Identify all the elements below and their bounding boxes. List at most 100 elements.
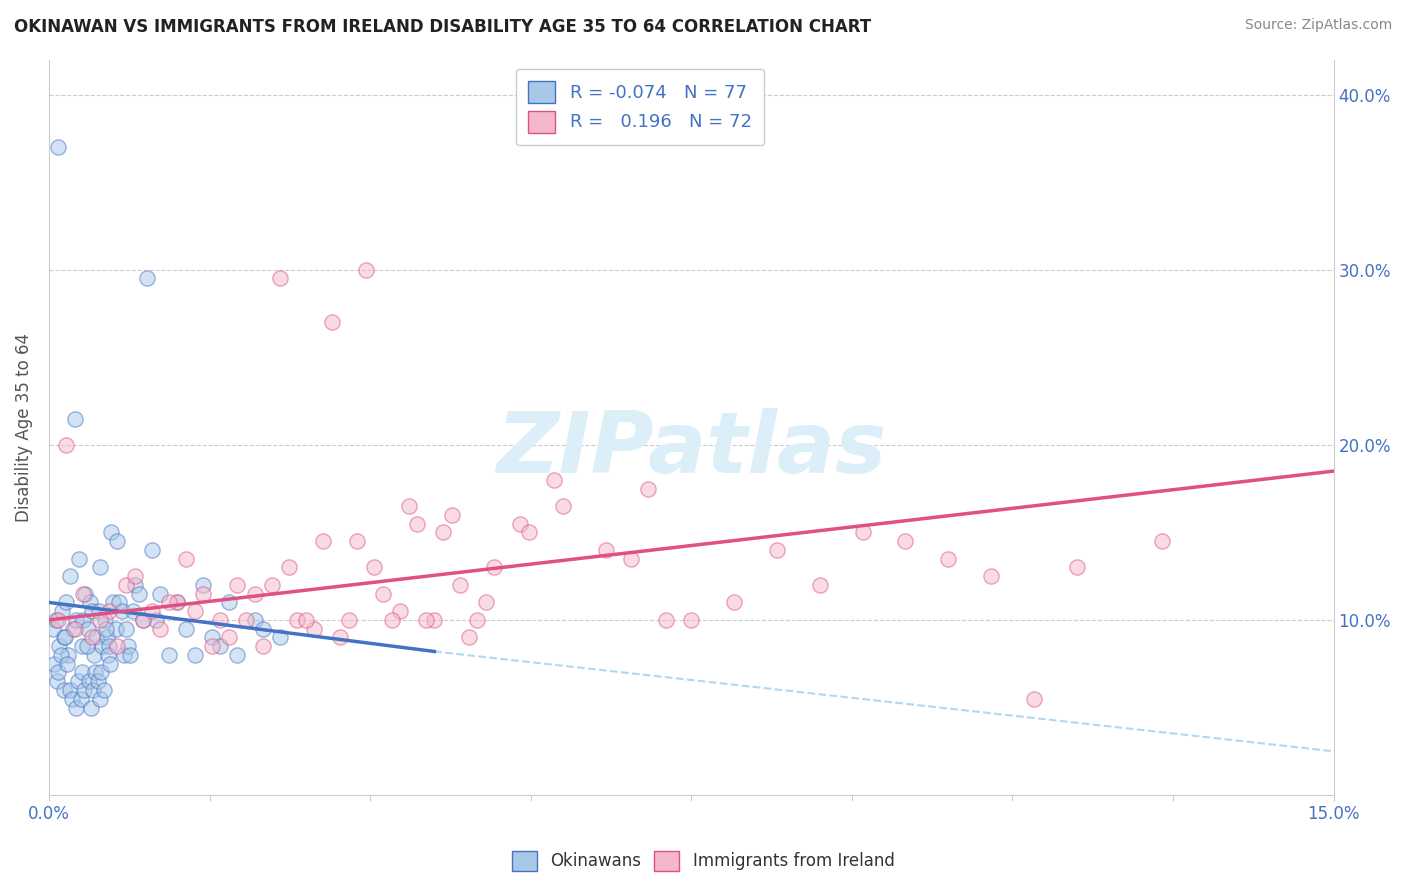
Point — [96, 622, 118, 636]
Point — [96, 631, 118, 645]
Text: OKINAWAN VS IMMIGRANTS FROM IRELAND DISABILITY AGE 35 TO 64 CORRELATION CHART: OKINAWAN VS IMMIGRANTS FROM IRELAND DISA… — [14, 18, 872, 36]
Point — [60, 691, 83, 706]
Point — [128, 587, 150, 601]
Point — [56, 657, 79, 671]
Point — [132, 613, 155, 627]
Point — [80, 631, 103, 645]
Point — [100, 525, 122, 540]
Point — [53, 631, 76, 645]
Point — [93, 613, 115, 627]
Point — [87, 604, 110, 618]
Point — [73, 587, 96, 601]
Point — [252, 622, 274, 636]
Point — [551, 499, 574, 513]
Point — [321, 315, 343, 329]
Point — [76, 622, 98, 636]
Point — [243, 613, 266, 627]
Point — [72, 587, 94, 601]
Point — [97, 604, 120, 618]
Text: Source: ZipAtlas.com: Source: ZipAtlas.com — [1244, 18, 1392, 32]
Point — [122, 604, 145, 618]
Point — [595, 542, 617, 557]
Point — [42, 657, 65, 671]
Point — [62, 622, 84, 636]
Point — [97, 648, 120, 662]
Point — [115, 622, 138, 636]
Point — [58, 683, 80, 698]
Point — [406, 516, 429, 531]
Point — [509, 516, 531, 531]
Point — [517, 525, 540, 540]
Point — [115, 578, 138, 592]
Point — [235, 613, 257, 627]
Point — [72, 665, 94, 680]
Point — [209, 639, 232, 653]
Point — [432, 525, 454, 540]
Point — [63, 411, 86, 425]
Point — [637, 482, 659, 496]
Point — [174, 622, 197, 636]
Point — [84, 631, 107, 645]
Point — [84, 665, 107, 680]
Point — [936, 551, 959, 566]
Point — [269, 631, 291, 645]
Point — [398, 499, 420, 513]
Point — [132, 613, 155, 627]
Point — [543, 473, 565, 487]
Point — [285, 613, 308, 627]
Point — [141, 542, 163, 557]
Text: ZIPatlas: ZIPatlas — [496, 408, 886, 491]
Point — [852, 525, 875, 540]
Point — [117, 639, 139, 653]
Point — [191, 578, 214, 592]
Point — [174, 551, 197, 566]
Point — [252, 639, 274, 653]
Point — [124, 569, 146, 583]
Point — [157, 595, 180, 609]
Point — [1022, 691, 1045, 706]
Point — [108, 595, 131, 609]
Point — [124, 578, 146, 592]
Point — [209, 613, 232, 627]
Point — [346, 534, 368, 549]
Point — [226, 578, 249, 592]
Point — [104, 622, 127, 636]
Point — [423, 613, 446, 627]
Point — [141, 604, 163, 618]
Point — [457, 631, 479, 645]
Point — [91, 639, 114, 653]
Point — [474, 595, 496, 609]
Point — [65, 613, 87, 627]
Point — [45, 674, 67, 689]
Point — [191, 587, 214, 601]
Point — [312, 534, 335, 549]
Point — [136, 271, 159, 285]
Point — [980, 569, 1002, 583]
Point — [107, 534, 129, 549]
Point — [218, 631, 240, 645]
Point — [112, 648, 135, 662]
Point — [56, 648, 79, 662]
Point — [149, 587, 172, 601]
Point — [80, 604, 103, 618]
Point — [260, 578, 283, 592]
Point — [73, 683, 96, 698]
Point — [49, 648, 72, 662]
Point — [354, 262, 377, 277]
Point — [55, 595, 77, 609]
Point — [77, 674, 100, 689]
Point — [76, 639, 98, 653]
Point — [363, 560, 385, 574]
Point — [53, 631, 76, 645]
Point — [98, 657, 121, 671]
Point — [157, 648, 180, 662]
Point — [218, 595, 240, 609]
Point — [654, 613, 676, 627]
Point — [55, 438, 77, 452]
Legend: Okinawans, Immigrants from Ireland: Okinawans, Immigrants from Ireland — [503, 842, 903, 880]
Point — [89, 613, 111, 627]
Point — [183, 604, 205, 618]
Point — [52, 683, 75, 698]
Point — [277, 560, 299, 574]
Point — [337, 613, 360, 627]
